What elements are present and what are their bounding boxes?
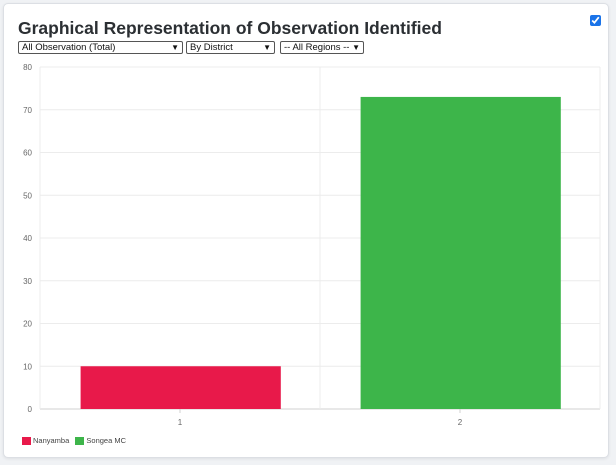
bar-chart: 0 10 20 30 40 50 60 70 80 1 2: [23, 63, 601, 427]
legend-label: Songea MC: [86, 436, 126, 445]
bar: [360, 96, 561, 410]
y-tick-label: 20: [23, 320, 32, 329]
legend-swatch: [75, 437, 85, 445]
y-tick-label: 80: [23, 63, 32, 72]
grouping-select[interactable]: By District ▼: [186, 41, 275, 54]
x-tick-label: 1: [178, 418, 183, 427]
y-tick-label: 0: [28, 405, 33, 414]
legend-label: Nanyamba: [33, 436, 70, 445]
bar: [80, 366, 281, 409]
page-title: Graphical Representation of Observation …: [18, 18, 442, 38]
chevron-down-icon: ▼: [263, 43, 271, 52]
legend-swatch: [22, 437, 31, 445]
y-tick-label: 40: [23, 234, 32, 243]
y-tick-label: 60: [23, 149, 32, 158]
chevron-down-icon: ▼: [352, 43, 360, 52]
show-chart-checkbox[interactable]: [590, 15, 601, 26]
y-tick-label: 10: [23, 362, 32, 371]
grouping-select-value: By District: [190, 42, 233, 53]
y-tick-label: 30: [23, 277, 32, 286]
y-tick-label: 50: [23, 191, 32, 200]
observation-select[interactable]: All Observation (Total) ▼: [18, 41, 183, 54]
region-select[interactable]: -- All Regions -- ▼: [280, 41, 364, 54]
chart-card: Graphical Representation of Observation …: [3, 3, 609, 458]
x-tick-label: 2: [458, 418, 463, 427]
y-tick-label: 70: [23, 106, 32, 115]
region-select-value: -- All Regions --: [284, 42, 350, 53]
chevron-down-icon: ▼: [171, 43, 179, 52]
observation-select-value: All Observation (Total): [22, 42, 116, 53]
